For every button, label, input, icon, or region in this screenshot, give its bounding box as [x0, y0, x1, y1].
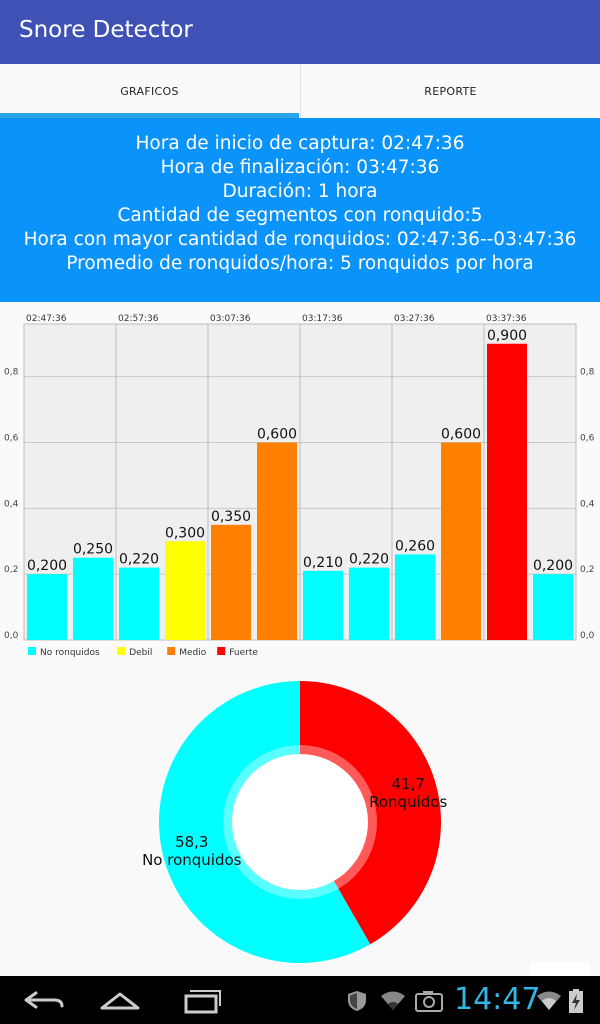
bar	[165, 541, 205, 640]
bar	[441, 442, 481, 640]
bar	[487, 343, 527, 640]
bar	[257, 442, 297, 640]
x-tick-label: 02:47:36	[26, 314, 67, 324]
legend-label: Debil	[129, 648, 152, 658]
x-tick-label: 03:27:36	[394, 314, 435, 324]
bar	[211, 524, 251, 640]
bar-value-label: 0,200	[533, 558, 573, 574]
plot-border	[23, 323, 577, 641]
y-tick-label-right: 0,2	[580, 565, 594, 575]
bar-value-label: 0,600	[441, 427, 481, 443]
battery-charging-icon	[569, 989, 583, 1013]
bar	[395, 554, 435, 640]
legend-label: Fuerte	[229, 648, 258, 658]
legend-swatch	[167, 647, 176, 655]
app-title: Snore Detector	[19, 17, 193, 43]
y-tick-label-left: 0,2	[4, 565, 18, 575]
tab-graficos[interactable]: GRAFICOS	[120, 84, 179, 98]
bar	[303, 570, 343, 640]
x-tick-label: 03:37:36	[486, 314, 527, 324]
tab-reporte[interactable]: REPORTE	[300, 64, 600, 118]
summary-end-time: Hora de finalización: 03:47:36	[160, 157, 440, 178]
bar	[349, 567, 389, 640]
bar-chart[interactable]: 0,0 0,0 0,2 0,2 0,4 0,4 0,6 0,6 0,8 0,8 02:47:36 02…	[0, 302, 600, 668]
overflow-fragment	[530, 962, 590, 976]
y-tick-label-right: 0,4	[580, 499, 595, 509]
x-tick-label: 03:07:36	[210, 314, 251, 324]
summary-segment-count: Cantidad de segmentos con ronquido:5	[117, 205, 483, 226]
summary-peak-hour: Hora con mayor cantidad de ronquidos: 02…	[23, 229, 577, 250]
summary-start-time: Hora de inicio de captura: 02:47:36	[135, 133, 465, 154]
y-tick-label-left: 0,6	[4, 434, 19, 444]
pie-hole	[232, 754, 368, 890]
legend-swatch	[28, 647, 36, 655]
back-icon[interactable]	[12, 984, 72, 1016]
y-tick-label-right: 0,0	[580, 631, 595, 641]
x-tick-label: 02:57:36	[118, 314, 159, 324]
bar-value-label: 0,350	[211, 509, 251, 525]
pie-slice-label: No ronquidos	[142, 851, 242, 869]
bar-value-label: 0,210	[303, 555, 343, 571]
app-bar: Snore Detector	[0, 0, 600, 64]
status-clock: 14:47	[454, 982, 541, 1017]
tab-bar: GRAFICOS REPORTE	[0, 64, 600, 119]
pie-value-label: 41,7	[392, 775, 425, 793]
bar	[533, 574, 573, 640]
home-icon[interactable]	[92, 984, 152, 1016]
summary-panel: Hora de inicio de captura: 02:47:36 Hora…	[0, 118, 600, 302]
y-tick-label-left: 0,8	[4, 368, 19, 378]
wifi-signal-icon	[537, 991, 561, 1010]
bar-value-label: 0,220	[119, 552, 159, 568]
bar-value-label: 0,200	[27, 558, 67, 574]
camera-icon	[415, 991, 443, 1012]
x-tick-label: 03:17:36	[302, 314, 343, 324]
y-tick-label-right: 0,8	[580, 368, 595, 378]
bar-value-label: 0,250	[73, 542, 113, 558]
summary-duration: Duración: 1 hora	[222, 181, 378, 202]
bar	[119, 567, 159, 640]
legend-label: Medio	[179, 648, 207, 658]
bar	[27, 574, 67, 640]
wifi-icon	[381, 991, 405, 1010]
bar-value-label: 0,900	[487, 328, 527, 344]
legend-label: No ronquidos	[40, 648, 100, 658]
shield-icon	[348, 991, 366, 1011]
bar-value-label: 0,300	[165, 525, 205, 541]
bar-value-label: 0,260	[395, 538, 435, 554]
system-nav-bar: 14:47	[0, 976, 600, 1024]
bar-value-label: 0,220	[349, 552, 389, 568]
y-tick-label-left: 0,4	[4, 499, 19, 509]
legend-swatch	[117, 647, 126, 655]
y-tick-label-left: 0,0	[4, 631, 19, 641]
pie-slice-label: Ronquidos	[369, 793, 447, 811]
recents-icon[interactable]	[172, 984, 232, 1016]
pie-value-label: 58,3	[175, 833, 208, 851]
bar-value-label: 0,600	[257, 427, 297, 443]
tab-indicator	[0, 113, 299, 118]
bar	[73, 557, 113, 640]
summary-average: Promedio de ronquidos/hora: 5 ronquidos …	[66, 253, 534, 274]
y-tick-label-right: 0,6	[580, 434, 595, 444]
legend-swatch	[217, 647, 226, 655]
